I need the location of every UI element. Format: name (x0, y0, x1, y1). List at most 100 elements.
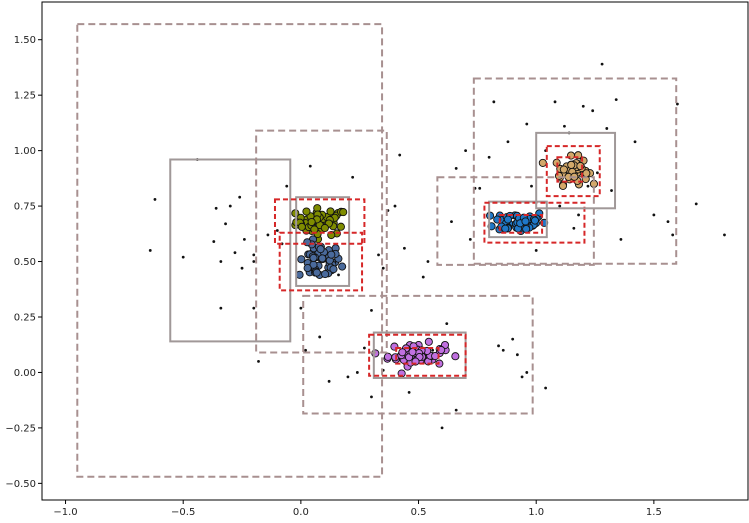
noise-point (515, 353, 519, 357)
dashed-bounding-box (302, 294, 534, 415)
solid-bounding-box (169, 158, 292, 343)
noise-point (214, 206, 218, 210)
noise-point (525, 371, 529, 374)
x-tick-label: 1.5 (646, 507, 662, 518)
noise-point (337, 273, 340, 277)
solid-bounding-box (535, 131, 617, 210)
cluster-point (339, 208, 348, 217)
y-tick-label: 0.00 (14, 368, 36, 379)
cluster-point (538, 158, 547, 167)
noise-point (327, 379, 331, 383)
noise-point (363, 346, 366, 350)
noise-point (393, 204, 397, 208)
noise-point (676, 102, 679, 106)
cluster-point (307, 217, 316, 227)
noise-point (464, 149, 467, 153)
noise-point (671, 233, 675, 237)
cluster-point (582, 169, 591, 178)
x-tick-label: −0.5 (171, 507, 195, 518)
cluster-point (297, 222, 306, 231)
cluster-point (329, 265, 338, 274)
noise-point (450, 220, 453, 224)
cluster-point (558, 181, 568, 190)
noise-point (454, 408, 458, 412)
cluster-point (327, 250, 336, 259)
cluster-point (567, 160, 576, 169)
x-tick-label: 1.0 (528, 507, 544, 518)
y-tick-label: −0.25 (5, 423, 36, 434)
dashed-bounding-box (76, 23, 384, 478)
cluster-point (559, 165, 568, 174)
noise-point (285, 184, 289, 188)
dashed-bounding-box (278, 231, 364, 292)
cluster-point (451, 352, 460, 361)
noise-point (240, 266, 244, 270)
noise-point (591, 109, 595, 113)
cluster-point (318, 254, 327, 263)
noise-point (544, 386, 548, 390)
noise-point (633, 140, 637, 144)
noise-point (600, 62, 604, 66)
noise-point (577, 213, 580, 217)
plot-content (76, 23, 726, 478)
noise-point (257, 359, 260, 363)
noise-point (233, 251, 237, 255)
noise-point (586, 184, 590, 188)
noise-point (153, 198, 157, 201)
dashed-bounding-box (472, 77, 678, 265)
noise-point (501, 348, 505, 352)
noise-point (377, 253, 380, 257)
y-tick-label: 1.00 (14, 146, 36, 157)
noise-point (398, 153, 402, 157)
noise-point (511, 337, 515, 341)
dashed-bounding-box (395, 347, 440, 365)
cluster-point (320, 223, 329, 233)
noise-point (558, 204, 562, 208)
cluster-point (303, 264, 312, 273)
noise-point (497, 344, 500, 348)
noise-point (181, 255, 185, 259)
noise-point (421, 275, 425, 279)
noise-point (581, 104, 585, 108)
noise-point (553, 100, 557, 104)
dashed-bounding-box (273, 198, 366, 245)
noise-point (652, 213, 656, 217)
noise-point (614, 98, 618, 102)
noise-point (304, 348, 307, 352)
cluster-point (383, 352, 393, 361)
cluster-point (302, 207, 311, 216)
noise-point (440, 426, 444, 430)
cluster-point (530, 216, 540, 225)
noise-point (487, 155, 491, 159)
noise-point (605, 127, 609, 130)
x-tick-label: 0.0 (293, 507, 309, 518)
noise-point (563, 124, 566, 128)
y-tick-label: −0.50 (5, 479, 36, 490)
x-tick-label: −1.0 (53, 507, 77, 518)
cluster-point (503, 215, 512, 224)
noise-point (219, 260, 223, 263)
noise-point (454, 166, 458, 170)
cluster-point (522, 224, 531, 234)
plot-area (76, 23, 726, 478)
noise-point (308, 164, 312, 168)
noise-point (619, 237, 623, 241)
noise-point (381, 266, 385, 270)
noise-point (534, 249, 538, 252)
noise-point (224, 222, 227, 226)
dashed-bounding-box (498, 213, 544, 234)
noise-point (520, 375, 524, 379)
cluster-point (309, 253, 318, 262)
dashed-bounding-box (483, 201, 586, 244)
cluster-point (408, 348, 417, 357)
axes: −1.0 −0.5 0.0 0.5 1.0 1.5 −0.50 −0.25 0.00 0.25 0.… (5, 1, 749, 518)
noise-point (666, 220, 670, 224)
noise-point (407, 391, 411, 394)
noise-point (506, 140, 510, 144)
noise-point (238, 195, 242, 199)
cluster-point (326, 207, 335, 216)
noise-point (610, 189, 613, 192)
cluster-point (312, 268, 321, 277)
